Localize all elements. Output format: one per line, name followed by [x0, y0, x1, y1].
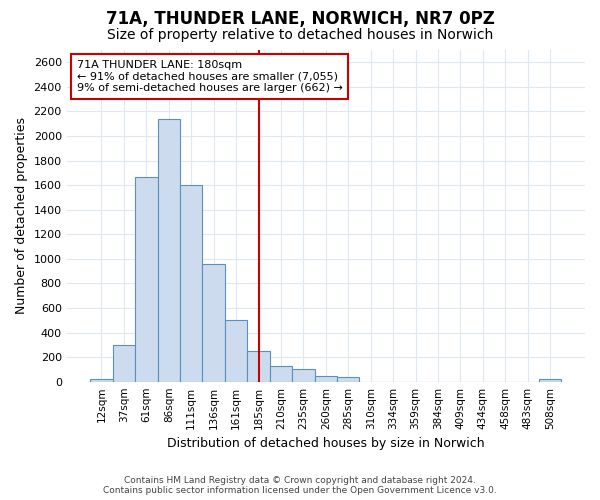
- Bar: [539, 378, 562, 382]
- Bar: [292, 370, 314, 382]
- Text: Size of property relative to detached houses in Norwich: Size of property relative to detached ho…: [107, 28, 493, 42]
- Bar: [337, 378, 359, 382]
- Bar: [180, 185, 202, 382]
- Bar: [314, 376, 337, 382]
- Bar: [158, 119, 180, 382]
- Text: 71A, THUNDER LANE, NORWICH, NR7 0PZ: 71A, THUNDER LANE, NORWICH, NR7 0PZ: [106, 10, 494, 28]
- Y-axis label: Number of detached properties: Number of detached properties: [15, 118, 28, 314]
- Bar: [90, 378, 113, 382]
- Bar: [247, 351, 270, 382]
- Bar: [225, 320, 247, 382]
- Bar: [135, 176, 158, 382]
- X-axis label: Distribution of detached houses by size in Norwich: Distribution of detached houses by size …: [167, 437, 485, 450]
- Bar: [270, 366, 292, 382]
- Bar: [202, 264, 225, 382]
- Text: Contains HM Land Registry data © Crown copyright and database right 2024.
Contai: Contains HM Land Registry data © Crown c…: [103, 476, 497, 495]
- Text: 71A THUNDER LANE: 180sqm
← 91% of detached houses are smaller (7,055)
9% of semi: 71A THUNDER LANE: 180sqm ← 91% of detach…: [77, 60, 343, 93]
- Bar: [113, 345, 135, 382]
